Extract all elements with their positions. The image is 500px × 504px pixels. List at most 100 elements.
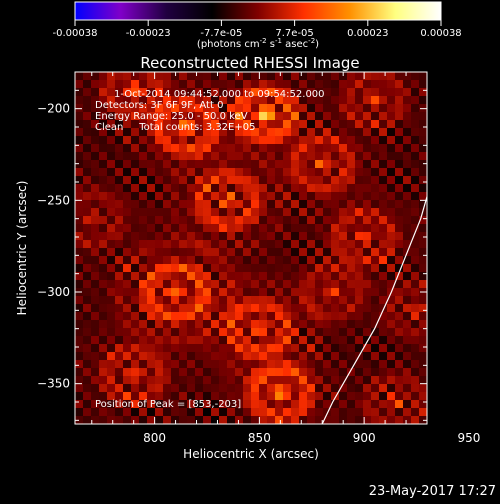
heatmap-cell [395,160,403,168]
heatmap-cell [371,328,379,336]
heatmap-cell [155,192,163,200]
heatmap-cell [387,256,395,264]
heatmap-cell [75,88,83,96]
heatmap-cell [171,360,179,368]
heatmap-cell [379,296,387,304]
heatmap-cell [355,280,363,288]
heatmap-cell [99,120,107,128]
heatmap-cell [75,280,83,288]
heatmap-cell [315,104,323,112]
heatmap-cell [219,240,227,248]
heatmap-cell [163,280,171,288]
heatmap-cell [331,280,339,288]
heatmap-cell [131,264,139,272]
heatmap-cell [219,280,227,288]
heatmap-cell [91,416,99,424]
heatmap-cell [211,256,219,264]
heatmap-cell [299,88,307,96]
heatmap-cell [187,352,195,360]
heatmap-cell [267,280,275,288]
heatmap-cell [283,400,291,408]
heatmap-cell [267,88,275,96]
heatmap-cell [155,176,163,184]
heatmap-cell [147,104,155,112]
heatmap-cell [411,360,419,368]
heatmap-cell [411,280,419,288]
heatmap-cell [395,248,403,256]
heatmap-cell [411,336,419,344]
heatmap-cell [339,168,347,176]
heatmap-cell [107,256,115,264]
heatmap-cell [355,336,363,344]
heatmap-cell [379,352,387,360]
heatmap-cell [395,224,403,232]
heatmap-cell [155,96,163,104]
heatmap-cell [147,352,155,360]
heatmap-cell [91,104,99,112]
heatmap-cell [387,176,395,184]
heatmap-cell [331,112,339,120]
heatmap-cell [115,184,123,192]
heatmap-cell [107,248,115,256]
heatmap-cell [107,352,115,360]
heatmap-cell [339,296,347,304]
heatmap-cell [371,248,379,256]
heatmap-cell [267,416,275,424]
heatmap-cell [259,336,267,344]
heatmap-cell [259,224,267,232]
heatmap-cell [107,264,115,272]
heatmap-cell [291,80,299,88]
heatmap-cell [107,88,115,96]
heatmap-cell [123,152,131,160]
heatmap-cell [291,136,299,144]
heatmap-cell [251,280,259,288]
heatmap-cell [387,240,395,248]
heatmap-cell [91,184,99,192]
heatmap-cell [115,296,123,304]
heatmap-cell [187,384,195,392]
heatmap-cell [123,352,131,360]
heatmap-cell [371,96,379,104]
heatmap-cell [211,272,219,280]
heatmap-cell [403,416,411,424]
heatmap-cell [219,72,227,80]
heatmap-cell [83,184,91,192]
x-tick-label: 900 [353,431,376,445]
heatmap-cell [163,400,171,408]
heatmap-cell [363,184,371,192]
heatmap-cell [347,224,355,232]
heatmap-cell [307,224,315,232]
heatmap-cell [83,152,91,160]
heatmap-cell [91,136,99,144]
heatmap-cells [75,72,427,424]
heatmap-cell [99,112,107,120]
heatmap-cell [179,160,187,168]
heatmap-cell [235,352,243,360]
heatmap-cell [387,184,395,192]
heatmap-cell [347,312,355,320]
heatmap-cell [259,272,267,280]
heatmap-cell [139,304,147,312]
heatmap-cell [387,296,395,304]
heatmap-cell [347,80,355,88]
heatmap-cell [163,288,171,296]
heatmap-cell [363,136,371,144]
heatmap-cell [123,328,131,336]
heatmap-cell [203,136,211,144]
heatmap-cell [251,232,259,240]
heatmap-cell [363,376,371,384]
heatmap-cell [275,264,283,272]
heatmap-cell [379,208,387,216]
heatmap-cell [291,416,299,424]
heatmap-cell [387,208,395,216]
heatmap-cell [251,384,259,392]
heatmap-cell [355,272,363,280]
heatmap-cell [211,248,219,256]
heatmap-cell [275,72,283,80]
heatmap-cell [411,400,419,408]
heatmap-cell [307,352,315,360]
heatmap-cell [275,104,283,112]
heatmap-cell [387,216,395,224]
heatmap-cell [363,120,371,128]
heatmap-cell [91,376,99,384]
